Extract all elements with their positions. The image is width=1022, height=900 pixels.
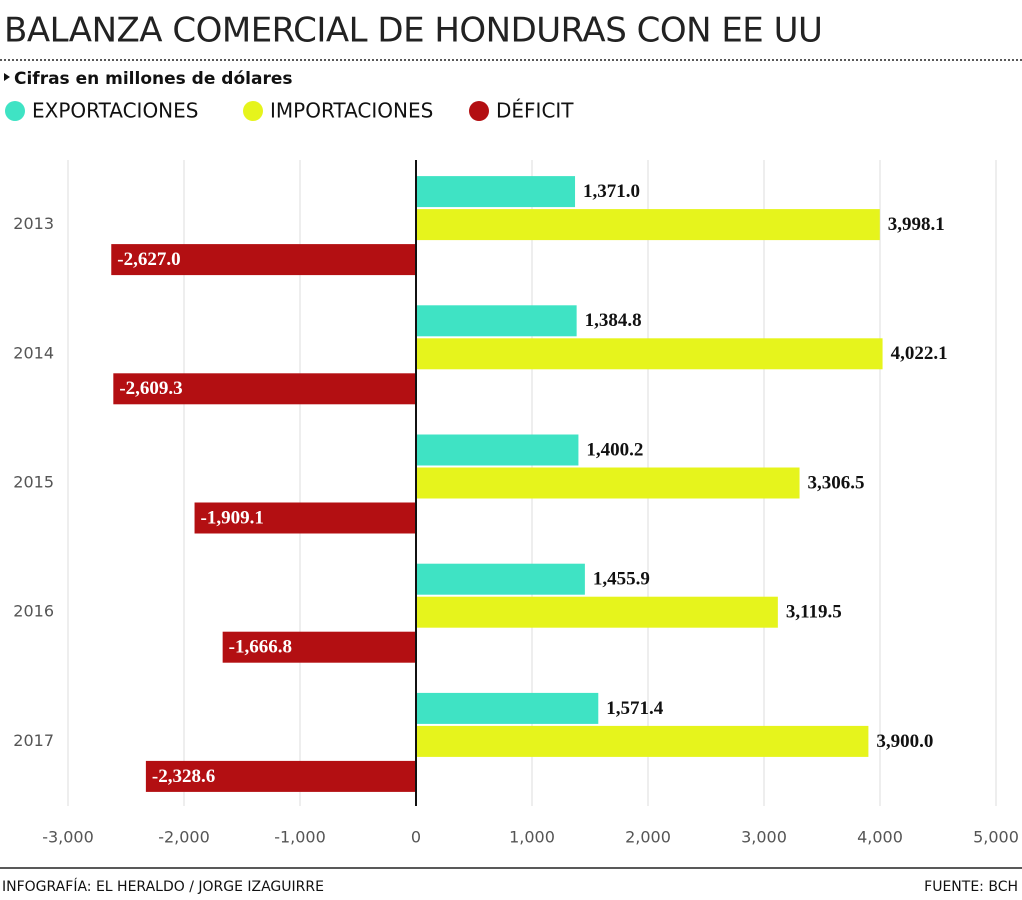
bar [416, 209, 880, 241]
bar [111, 244, 416, 276]
source: FUENTE: BCH [924, 879, 1018, 895]
y-tick-label: 2015 [13, 473, 54, 492]
x-tick-label: 3,000 [741, 828, 787, 847]
subtitle: Cifras en millones de dólares [14, 69, 292, 89]
value-label: 1,384.8 [585, 310, 642, 331]
x-tick-label: 1,000 [509, 828, 555, 847]
value-label: -1,909.1 [201, 507, 264, 528]
bar [145, 760, 417, 792]
x-tick-label: 0 [411, 828, 421, 847]
value-label: 3,119.5 [786, 602, 842, 623]
x-tick-label: 4,000 [857, 828, 903, 847]
legend-label: EXPORTACIONES [32, 99, 198, 123]
x-tick-label: -2,000 [158, 828, 210, 847]
x-tick-label: 2,000 [625, 828, 671, 847]
bar [194, 502, 416, 534]
value-label: 3,900.0 [876, 731, 933, 752]
bar [416, 725, 869, 757]
bar [416, 692, 599, 724]
bar [416, 305, 577, 337]
bar [416, 596, 778, 628]
legend-swatch [5, 101, 25, 121]
legend-swatch [243, 101, 263, 121]
value-label: 4,022.1 [891, 343, 948, 364]
x-tick-label: 5,000 [973, 828, 1019, 847]
y-tick-label: 2016 [13, 602, 54, 621]
value-label: -2,328.6 [152, 766, 215, 787]
bar [416, 176, 576, 208]
legend-swatch [469, 101, 489, 121]
bar [416, 434, 579, 466]
value-label: 1,455.9 [593, 569, 650, 590]
legend-label: DÉFICIT [496, 99, 574, 123]
value-label: -2,609.3 [119, 378, 182, 399]
x-tick-label: -3,000 [42, 828, 94, 847]
chart-title: BALANZA COMERCIAL DE HONDURAS CON EE UU [4, 11, 822, 51]
value-label: 3,998.1 [888, 214, 945, 235]
bar [416, 563, 585, 595]
bar [113, 373, 416, 405]
x-tick-label: -1,000 [274, 828, 326, 847]
value-label: 1,571.4 [606, 698, 664, 719]
legend-label: IMPORTACIONES [270, 99, 433, 123]
value-label: -1,666.8 [229, 637, 292, 658]
credit: INFOGRAFÍA: EL HERALDO / JORGE IZAGUIRRE [2, 878, 324, 895]
value-label: -2,627.0 [117, 249, 180, 270]
y-tick-label: 2017 [13, 731, 54, 750]
y-tick-label: 2013 [13, 214, 54, 233]
bar [416, 467, 800, 499]
value-label: 1,371.0 [583, 181, 640, 202]
y-tick-label: 2014 [13, 343, 54, 362]
bar [222, 631, 416, 663]
subtitle-marker [4, 73, 10, 81]
bar [416, 338, 883, 370]
value-label: 3,306.5 [808, 472, 865, 493]
value-label: 1,400.2 [586, 439, 643, 460]
